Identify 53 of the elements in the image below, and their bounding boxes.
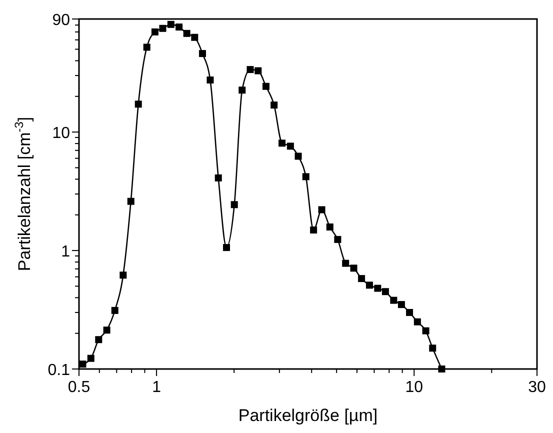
point bbox=[382, 288, 389, 296]
point bbox=[429, 344, 436, 352]
point bbox=[111, 306, 118, 314]
point bbox=[254, 67, 262, 74]
x-tick-label: 0.5 bbox=[68, 379, 90, 396]
point bbox=[310, 226, 318, 234]
y-tick-label: 10 bbox=[52, 125, 70, 142]
point bbox=[214, 174, 222, 182]
point bbox=[222, 244, 230, 252]
point bbox=[262, 82, 270, 90]
point bbox=[103, 326, 110, 334]
point bbox=[342, 260, 350, 267]
point bbox=[302, 173, 310, 180]
y-tick-label: 1 bbox=[61, 244, 70, 261]
point bbox=[398, 301, 405, 308]
point bbox=[246, 66, 254, 74]
point bbox=[286, 142, 294, 150]
point bbox=[350, 264, 358, 272]
point bbox=[414, 318, 421, 326]
point bbox=[183, 30, 190, 37]
point bbox=[294, 152, 302, 160]
point bbox=[95, 336, 102, 344]
point bbox=[198, 50, 206, 58]
point bbox=[159, 24, 166, 32]
point bbox=[270, 102, 278, 109]
point bbox=[87, 354, 94, 362]
point bbox=[206, 76, 214, 84]
point bbox=[366, 282, 373, 289]
point bbox=[326, 223, 334, 230]
point bbox=[176, 24, 183, 31]
x-tick-label: 1 bbox=[152, 379, 162, 396]
point bbox=[151, 28, 158, 36]
point bbox=[127, 198, 134, 205]
point bbox=[191, 34, 198, 41]
point bbox=[358, 275, 366, 282]
x-tick-label: 30 bbox=[528, 379, 546, 396]
point bbox=[278, 140, 286, 147]
point bbox=[374, 284, 382, 292]
point bbox=[167, 20, 174, 28]
y-tick-label: 90 bbox=[52, 12, 70, 29]
y-tick-label: 0.1 bbox=[48, 362, 70, 379]
point bbox=[120, 272, 127, 279]
point bbox=[422, 327, 430, 334]
point bbox=[230, 201, 238, 208]
point bbox=[143, 44, 150, 51]
point bbox=[238, 86, 246, 94]
x-tick-label: 10 bbox=[405, 379, 424, 396]
point bbox=[390, 296, 398, 304]
x-axis-title: Partikelgröße [µm] bbox=[238, 406, 378, 425]
point bbox=[406, 308, 414, 316]
point bbox=[318, 206, 326, 214]
point bbox=[334, 236, 342, 243]
point bbox=[134, 100, 142, 108]
